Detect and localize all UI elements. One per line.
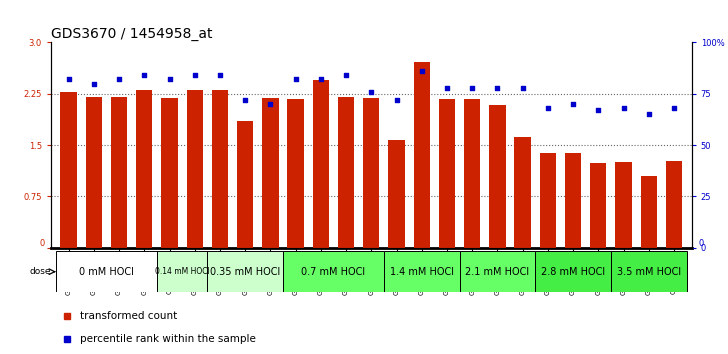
Text: transformed count: transformed count xyxy=(80,311,177,321)
Text: 0: 0 xyxy=(39,239,44,248)
Text: 0: 0 xyxy=(698,239,703,248)
Point xyxy=(643,112,654,117)
Point xyxy=(567,101,579,107)
Point xyxy=(668,105,680,111)
Bar xyxy=(515,137,531,248)
Point xyxy=(441,85,453,91)
Point xyxy=(63,76,74,82)
Text: 3.5 mM HOCl: 3.5 mM HOCl xyxy=(617,267,681,277)
Bar xyxy=(459,251,535,292)
Text: 1.4 mM HOCl: 1.4 mM HOCl xyxy=(389,267,454,277)
Point xyxy=(240,97,251,103)
Text: 0.7 mM HOCl: 0.7 mM HOCl xyxy=(301,267,365,277)
Bar xyxy=(464,99,480,248)
Bar xyxy=(262,98,279,248)
Bar xyxy=(212,90,228,248)
Bar xyxy=(86,97,102,248)
Bar xyxy=(237,121,253,248)
Bar xyxy=(338,97,355,248)
Text: 0.35 mM HOCl: 0.35 mM HOCl xyxy=(210,267,280,277)
Point xyxy=(391,97,403,103)
Bar xyxy=(384,251,459,292)
Point xyxy=(517,85,529,91)
Point xyxy=(340,73,352,78)
Bar xyxy=(363,98,379,248)
Bar xyxy=(489,105,505,248)
Point xyxy=(593,107,604,113)
Point xyxy=(214,73,226,78)
Bar xyxy=(539,153,556,248)
Point xyxy=(88,81,100,86)
Point xyxy=(416,68,427,74)
Bar xyxy=(207,251,283,292)
Point xyxy=(114,76,125,82)
Point xyxy=(365,89,377,95)
Point xyxy=(164,76,175,82)
Point xyxy=(290,76,301,82)
Point xyxy=(315,76,327,82)
Text: 2.8 mM HOCl: 2.8 mM HOCl xyxy=(541,267,605,277)
Bar xyxy=(60,92,77,248)
Point xyxy=(138,73,150,78)
Bar xyxy=(288,99,304,248)
Bar xyxy=(665,161,682,248)
Bar xyxy=(111,97,127,248)
Point xyxy=(617,105,629,111)
Text: 0.14 mM HOCl: 0.14 mM HOCl xyxy=(155,267,210,276)
Bar xyxy=(388,140,405,248)
Bar xyxy=(590,163,606,248)
Bar xyxy=(283,251,384,292)
Point xyxy=(264,101,276,107)
Bar xyxy=(136,90,152,248)
Point xyxy=(491,85,503,91)
Text: GDS3670 / 1454958_at: GDS3670 / 1454958_at xyxy=(51,28,213,41)
Bar xyxy=(414,62,430,248)
Point xyxy=(467,85,478,91)
Text: 2.1 mM HOCl: 2.1 mM HOCl xyxy=(465,267,529,277)
Bar xyxy=(162,98,178,248)
Bar xyxy=(439,99,455,248)
Bar xyxy=(615,162,632,248)
Point xyxy=(542,105,554,111)
Bar xyxy=(611,251,687,292)
Bar xyxy=(312,80,329,248)
Bar xyxy=(157,251,207,292)
Text: dose: dose xyxy=(30,267,51,276)
Point xyxy=(189,73,200,78)
Bar xyxy=(641,176,657,248)
Text: 0 mM HOCl: 0 mM HOCl xyxy=(79,267,134,277)
Bar xyxy=(56,251,157,292)
Text: percentile rank within the sample: percentile rank within the sample xyxy=(80,334,256,344)
Bar xyxy=(535,251,611,292)
Bar xyxy=(565,153,581,248)
Bar xyxy=(186,90,203,248)
